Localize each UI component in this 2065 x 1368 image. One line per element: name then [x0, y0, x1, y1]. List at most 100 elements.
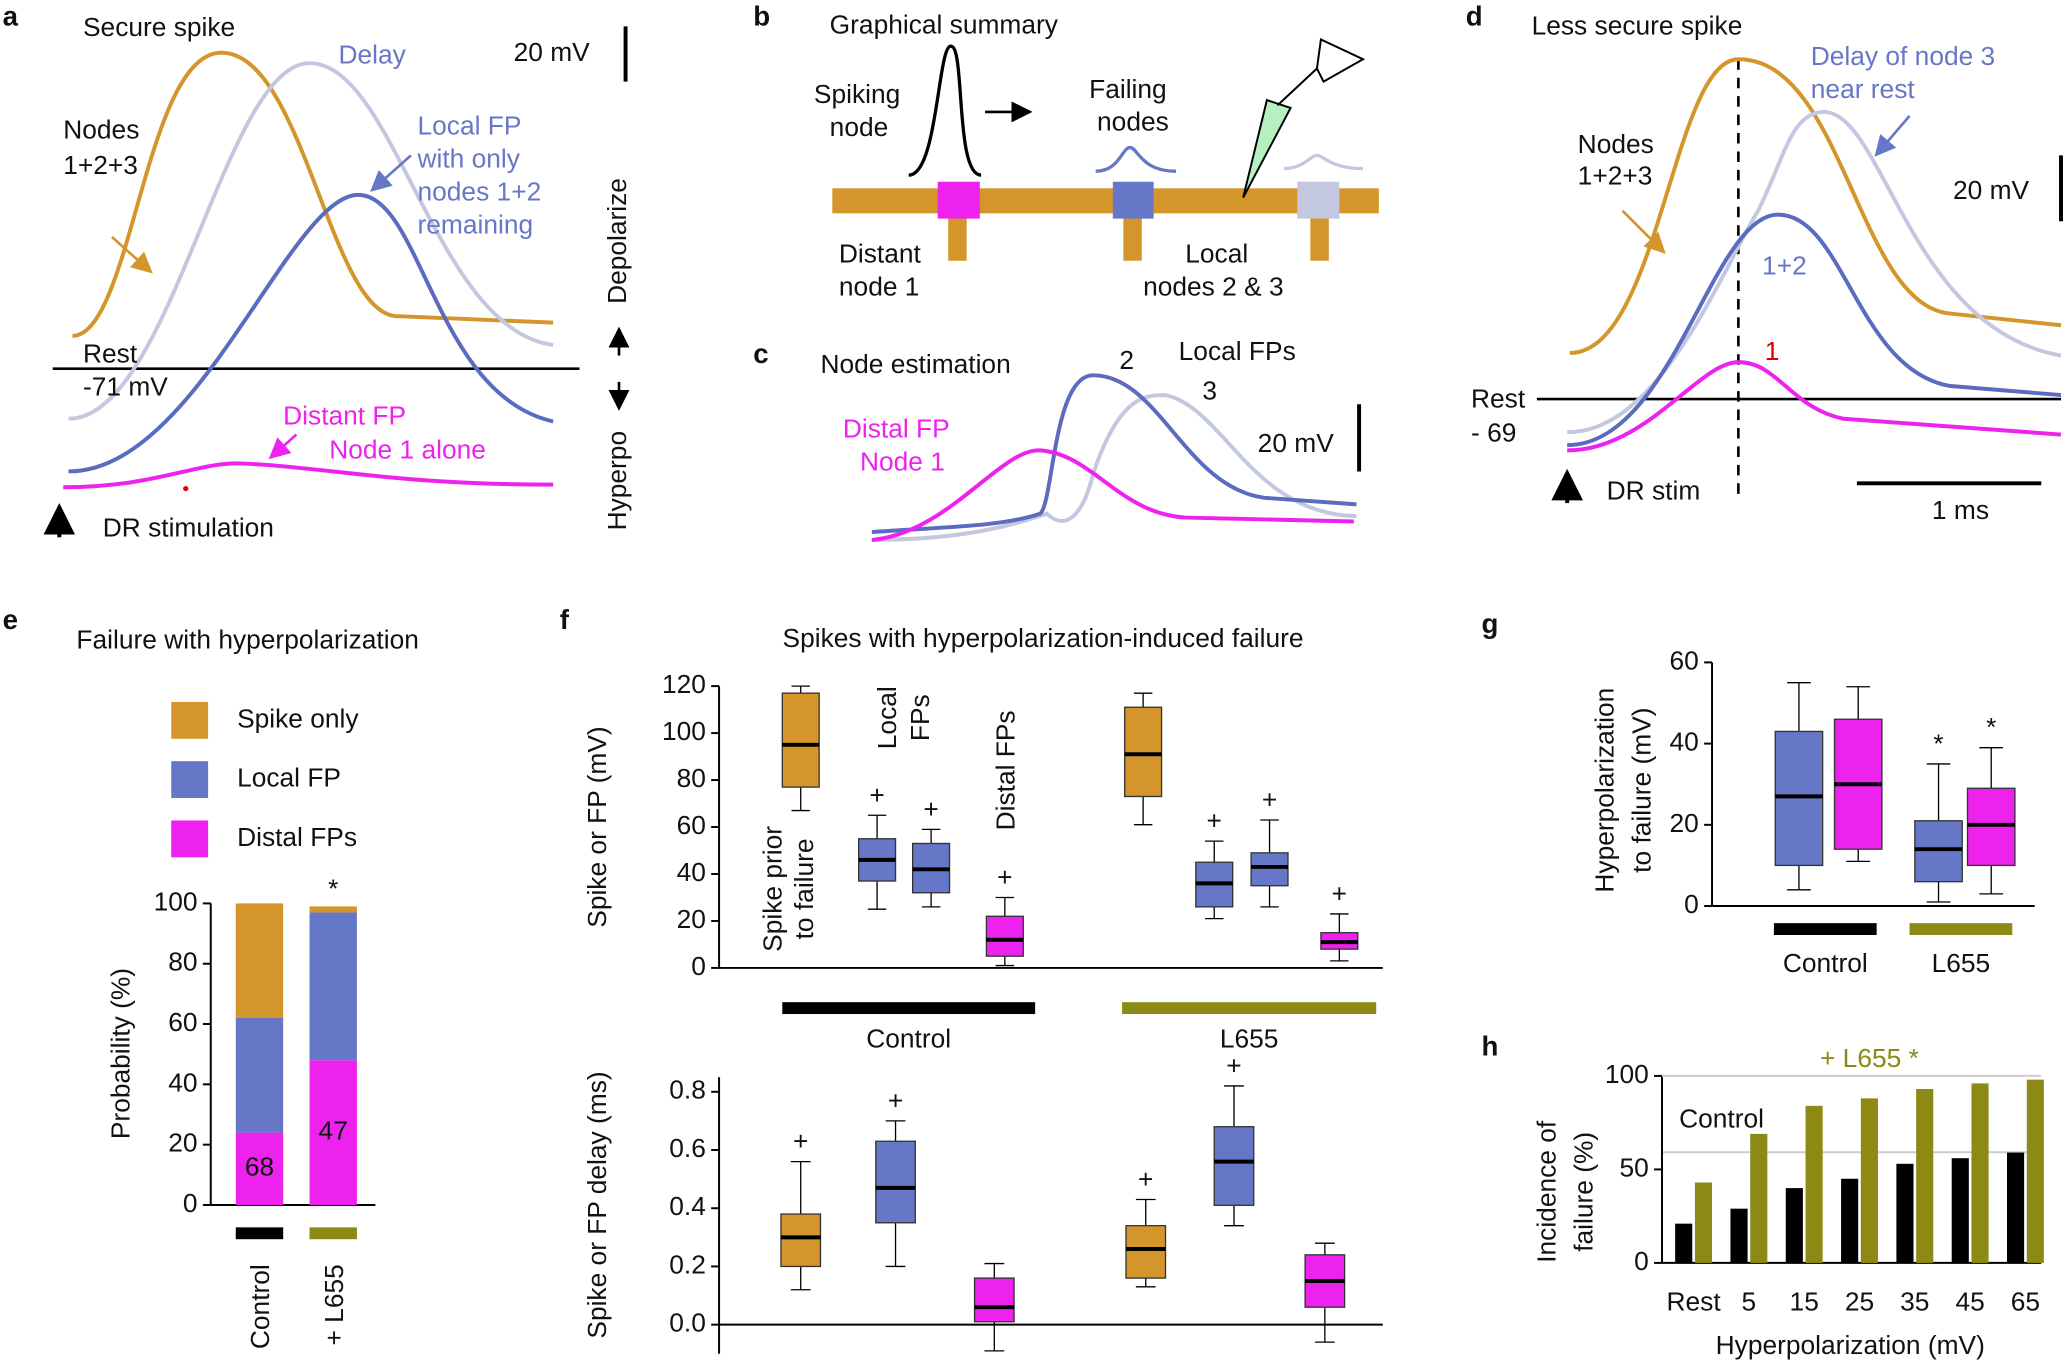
bar — [1730, 1208, 1748, 1263]
y-tick-label: 0 — [691, 951, 706, 981]
label: DR stimulation — [103, 512, 274, 542]
label: Failing — [1089, 74, 1167, 104]
box-annotation: + — [997, 862, 1012, 892]
label: Node 1 alone — [329, 435, 486, 465]
x-tick-label: 15 — [1790, 1287, 1819, 1317]
y-tick-label: 60 — [168, 1007, 197, 1037]
annotation: Distal FPs — [990, 710, 1020, 830]
label: Distal FP — [843, 414, 950, 444]
legend-label: Distal FPs — [237, 822, 357, 852]
amplifier — [1276, 38, 1366, 107]
arrow — [1621, 209, 1666, 254]
y-tick-label: 80 — [168, 947, 197, 977]
panel-d: Less secure spike Delay of node 3 near r… — [1471, 11, 2063, 525]
box — [973, 1277, 1015, 1323]
label: - 69 — [1471, 418, 1516, 448]
bar — [1694, 1182, 1713, 1263]
y-tick-label: 40 — [1670, 727, 1699, 757]
label: -71 mV — [83, 371, 168, 401]
bar — [1951, 1158, 1969, 1263]
label: 1+2 — [1762, 250, 1807, 280]
electrode — [1242, 98, 1293, 198]
panel-c: Node estimation 2 Local FPs 3 20 mV Dist… — [820, 336, 1362, 542]
panel-labels: a b c d e f g h — [3, 1, 1499, 1062]
box-annotation: + — [1138, 1164, 1153, 1194]
trace — [63, 461, 554, 490]
bar — [2026, 1079, 2044, 1263]
panel-label: a — [3, 1, 19, 32]
y-tick-label: 40 — [168, 1067, 197, 1097]
label: Nodes — [63, 115, 139, 145]
y-tick-label: 100 — [1605, 1059, 1649, 1089]
panel-label: d — [1466, 1, 1483, 32]
label: DR stim — [1607, 475, 1701, 505]
box — [780, 1213, 822, 1268]
trace — [72, 50, 554, 338]
panel-a: Secure spike Delay 20 mV Nodes 1+2+3 Loc… — [43, 12, 632, 542]
box-annotation: + — [1207, 806, 1222, 836]
box-annotation: * — [1986, 712, 1996, 742]
bar-segment — [235, 1132, 284, 1205]
y-tick-label: 100 — [154, 886, 198, 916]
label: 1+2+3 — [1578, 161, 1653, 191]
category-bar — [235, 1227, 284, 1240]
legend-label: Local FP — [237, 763, 341, 793]
label: remaining — [418, 209, 534, 239]
panel-label: c — [753, 338, 768, 369]
panel-label: f — [560, 604, 570, 635]
box-annotation: + — [793, 1126, 808, 1156]
label: 1+2+3 — [63, 150, 138, 180]
label: Node 1 — [860, 447, 945, 477]
x-tick-label: 25 — [1845, 1287, 1874, 1317]
label: nodes — [1097, 107, 1169, 137]
x-tick-label: 65 — [2011, 1287, 2040, 1317]
group-bar — [1909, 923, 2013, 936]
box-annotation: + — [1262, 784, 1277, 814]
category-bar — [309, 1227, 357, 1240]
label: node — [830, 112, 889, 142]
chart-title: Spikes with hyperpolarization-induced fa… — [783, 623, 1304, 653]
x-tick-label: 45 — [1955, 1287, 1984, 1317]
label: Depolarize — [602, 178, 632, 304]
box-annotation: + — [888, 1085, 903, 1115]
trace — [68, 192, 554, 474]
box-annotation: + — [923, 794, 938, 824]
label: 1 — [1765, 336, 1780, 366]
bar-segment — [235, 903, 284, 1018]
label: Distant FP — [283, 400, 406, 430]
chart-title: Failure with hyperpolarization — [76, 624, 418, 654]
label: Less secure spike — [1532, 11, 1743, 41]
group-label: Control — [866, 1023, 951, 1053]
box — [1124, 706, 1163, 798]
y-axis-label: Probability (%) — [105, 968, 135, 1139]
panel-label: h — [1482, 1031, 1499, 1062]
panel-label: b — [753, 1, 770, 32]
panel-b: Graphical summary Spiking node Failing n… — [814, 9, 1379, 301]
x-tick-label: 35 — [1900, 1287, 1929, 1317]
arrow — [370, 154, 412, 192]
axon — [832, 188, 1379, 214]
arrow — [268, 433, 298, 460]
label: Delay — [338, 40, 406, 70]
x-axis-label: Hyperpolarization (mV) — [1716, 1330, 1985, 1360]
box-annotation: * — [1933, 728, 1943, 758]
trace — [871, 393, 1357, 542]
stub — [948, 210, 967, 261]
y-tick-label: 0 — [1684, 889, 1699, 919]
bar — [1916, 1089, 1934, 1263]
box — [1914, 820, 1963, 883]
trace — [1569, 57, 2062, 355]
y-axis-label: Hyperpolarization — [1590, 688, 1620, 893]
box-annotation: + — [869, 780, 884, 810]
annotation: FPs — [905, 694, 935, 741]
group-label: Control — [1783, 948, 1868, 978]
bar-segment — [235, 1017, 284, 1133]
x-tick-label: Rest — [1667, 1287, 1722, 1317]
label: 3 — [1202, 375, 1217, 405]
legend-swatch — [171, 761, 209, 799]
label: Spiking — [814, 79, 900, 109]
label: node 1 — [839, 271, 920, 301]
label: Graphical summary — [830, 9, 1059, 39]
bar-segment — [309, 912, 357, 1061]
legend-swatch — [171, 820, 209, 858]
